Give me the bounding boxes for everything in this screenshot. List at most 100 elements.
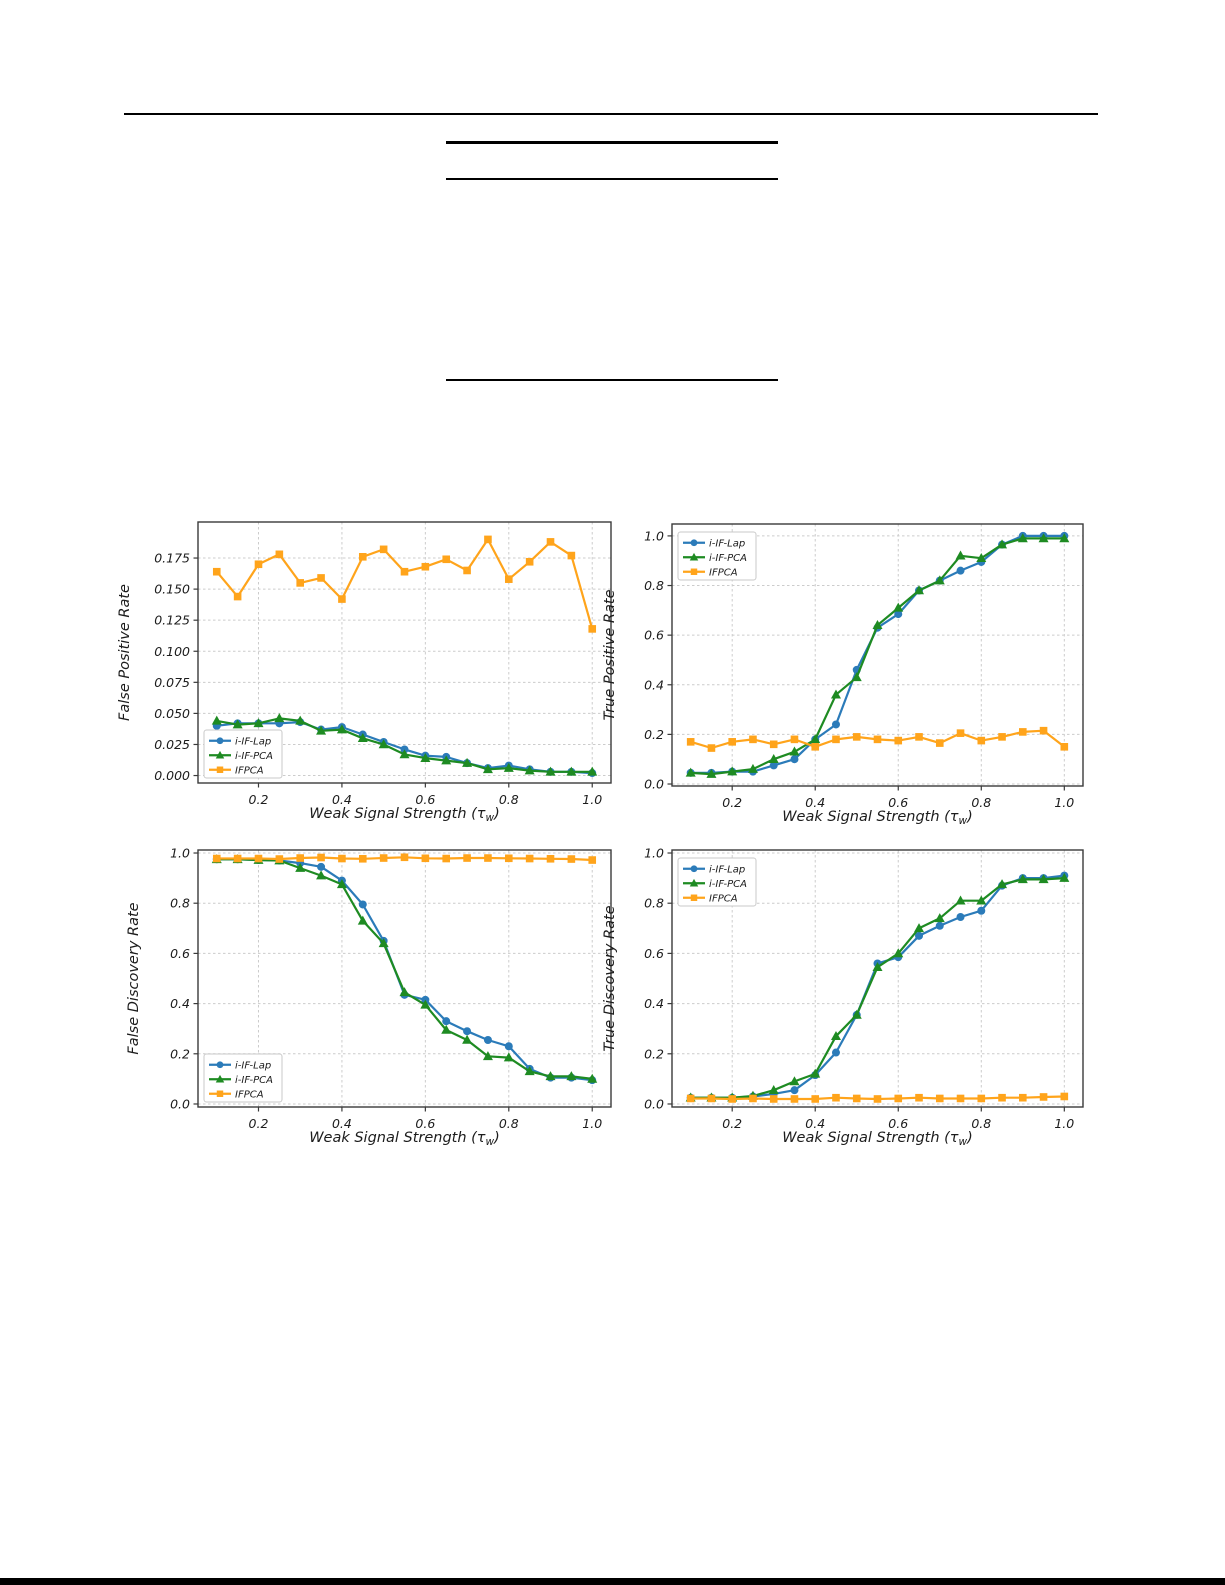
marker-square <box>769 1095 778 1103</box>
series-IFPCA <box>212 535 597 633</box>
marker-circle <box>442 1017 451 1026</box>
marker-triangle <box>587 766 598 776</box>
marker-square <box>915 1093 923 1102</box>
marker-square <box>690 894 698 901</box>
marker-circle <box>483 1035 492 1044</box>
marker-triangle <box>768 754 779 764</box>
y-tick-label: 0.8 <box>644 578 664 593</box>
marker-square <box>977 736 986 745</box>
marker-triangle <box>893 602 904 612</box>
marker-square <box>749 1094 757 1103</box>
legend-box <box>203 1053 283 1103</box>
marker-square <box>504 575 513 583</box>
chart-true-discovery-rate: 0.2 0.4 0.6 0.8 1.0 0.0 0.2 0.4 0.6 0.8 1.0 True Di… <box>602 846 1084 1148</box>
marker-square <box>442 854 451 863</box>
y-axis-label: False Positive Rate <box>117 584 133 721</box>
y-tick-label: 0.8 <box>644 896 664 911</box>
legend-box <box>677 857 757 907</box>
marker-circle <box>317 862 326 871</box>
table-top-rule <box>446 141 778 144</box>
marker-circle <box>831 1048 840 1057</box>
marker-square <box>769 740 778 749</box>
marker-square <box>956 729 965 737</box>
marker-triangle <box>316 870 327 880</box>
marker-triangle <box>524 765 535 775</box>
x-tick-label: 0.2 <box>722 1116 742 1131</box>
y-tick-label: 1.0 <box>644 528 664 543</box>
marker-triangle <box>706 768 717 778</box>
marker-square <box>1039 1093 1048 1101</box>
legend-label: IFPCA <box>709 567 738 578</box>
y-tick-label: 0.2 <box>644 1046 664 1061</box>
legend-label: i-IF-PCA <box>709 553 747 564</box>
marker-triangle <box>810 734 821 744</box>
axes-frame <box>197 849 612 1108</box>
legend-label: IFPCA <box>235 765 264 776</box>
marker-triangle <box>399 987 410 997</box>
marker-square <box>977 1094 986 1103</box>
marker-square <box>935 1094 944 1103</box>
marker-square <box>525 557 534 566</box>
marker-triangle <box>1059 533 1070 543</box>
marker-circle <box>956 913 965 922</box>
x-tick-label: 0.4 <box>805 795 825 810</box>
legend-label: i-IF-Lap <box>235 1060 271 1071</box>
marker-square <box>567 551 576 560</box>
x-tick-label: 0.4 <box>805 1116 825 1131</box>
marker-triangle <box>1017 533 1028 543</box>
marker-square <box>728 738 736 746</box>
marker-triangle <box>976 553 987 563</box>
marker-square <box>546 854 555 863</box>
marker-square <box>588 625 597 633</box>
marker-square <box>956 1094 965 1103</box>
marker-triangle <box>851 672 862 682</box>
y-axis-label: True Positive Rate <box>602 589 618 720</box>
marker-square <box>588 856 597 864</box>
grid <box>198 850 611 1107</box>
marker-square <box>852 1094 861 1103</box>
axes-frame <box>671 523 1084 787</box>
marker-triangle <box>810 1068 821 1078</box>
y-tick-label: 0.8 <box>170 896 190 911</box>
x-tick-label: 1.0 <box>582 1116 602 1131</box>
legend: i-IF-Lap i-IF-PCA IFPCA <box>677 857 757 907</box>
legend-label: i-IF-PCA <box>709 879 747 890</box>
marker-square <box>254 854 263 863</box>
marker-triangle <box>441 1024 452 1034</box>
marker-triangle <box>997 539 1008 549</box>
marker-square <box>1019 1093 1027 1102</box>
marker-square <box>690 568 698 575</box>
marker-square <box>832 1093 840 1102</box>
y-tick-label: 0.2 <box>644 727 664 742</box>
marker-square <box>567 855 576 863</box>
series-IFPCA <box>686 1092 1069 1103</box>
marker-triangle <box>462 757 473 767</box>
marker-circle <box>690 539 698 547</box>
marker-square <box>998 1093 1006 1102</box>
marker-square <box>233 592 242 601</box>
x-tick-label: 0.2 <box>249 792 269 807</box>
marker-circle <box>504 1042 513 1051</box>
marker-square <box>254 560 263 569</box>
series-i-IF-PCA <box>685 872 1070 1102</box>
marker-square <box>296 854 305 862</box>
marker-square <box>1019 728 1027 736</box>
x-axis-label: Weak Signal Strength (τw) <box>782 1130 973 1148</box>
marker-triangle <box>727 766 738 776</box>
x-tick-label: 0.6 <box>888 795 908 810</box>
legend-label: IFPCA <box>235 1089 264 1100</box>
y-tick-label: 0.2 <box>170 1046 190 1061</box>
marker-triangle <box>955 895 966 905</box>
x-tick-label: 1.0 <box>582 792 602 807</box>
series-line <box>215 538 594 630</box>
series-line <box>216 858 593 1082</box>
marker-square <box>338 595 346 603</box>
legend: i-IF-Lap i-IF-PCA IFPCA <box>677 531 757 581</box>
marker-triangle <box>215 750 225 759</box>
marker-circle <box>216 1061 224 1069</box>
marker-square <box>484 854 492 862</box>
legend-label: i-IF-Lap <box>235 736 271 747</box>
chart-true-positive-rate: 0.2 0.4 0.6 0.8 1.0 0.0 0.2 0.4 0.6 0.8 1.0 True Po… <box>602 523 1084 827</box>
series-line <box>690 874 1065 1099</box>
